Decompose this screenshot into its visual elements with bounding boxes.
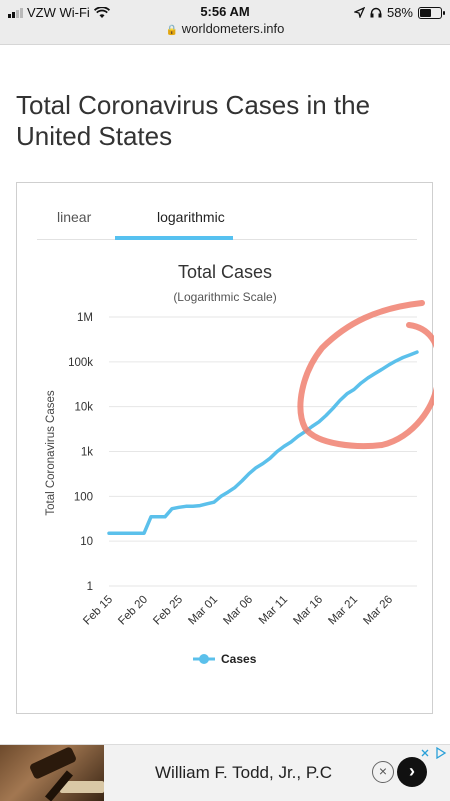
x-tick-label: Feb 15 (81, 594, 115, 628)
y-tick-label: 10k (74, 402, 93, 414)
active-tab-indicator (115, 236, 233, 240)
y-tick-label: 10 (80, 536, 93, 548)
y-axis-title: Total Coronavirus Cases (45, 390, 57, 516)
y-tick-label: 1 (87, 581, 93, 593)
x-tick-label: Feb 20 (116, 594, 150, 628)
status-bar: VZW Wi-Fi 5:56 AM 🔒 worldometers.info 58… (0, 0, 450, 45)
chart-card: linear logarithmic Total Cases (Logarith… (16, 182, 434, 714)
ad-text[interactable]: William F. Todd, Jr., P.C (155, 763, 332, 782)
x-tick-label: Mar 26 (361, 594, 395, 628)
x-axis-ticks: Feb 15 Feb 20 Feb 25 Mar 01 Mar 06 Mar 11 Mar … (81, 594, 395, 628)
headphones-icon (370, 7, 382, 18)
legend-swatch-dot (199, 654, 209, 664)
x-tick-label: Mar 06 (221, 594, 255, 628)
chart-subtitle: (Logarithmic Scale) (173, 290, 276, 304)
tab-linear[interactable]: linear (57, 209, 92, 225)
chart-gridlines (109, 316, 417, 587)
x-tick-label: Mar 16 (291, 594, 325, 628)
page-title: Total Coronavirus Cases in the United St… (16, 90, 371, 151)
y-axis-ticks: 1 10 100 1k 10k 100k 1M (68, 312, 93, 593)
y-tick-label: 100 (74, 491, 93, 503)
battery-icon (418, 6, 445, 19)
battery-percent: 58% (386, 5, 413, 20)
lock-icon: 🔒 (165, 25, 179, 36)
x-tick-label: Mar 21 (326, 594, 360, 628)
series-line-cases[interactable] (107, 350, 419, 536)
ad-banner[interactable]: William F. Todd, Jr., P.C × › (0, 744, 450, 801)
hand-drawn-circle-annotation (297, 300, 434, 450)
series-layer (107, 350, 419, 536)
ad-gavel-image (0, 745, 104, 801)
address-url: worldometers.info (181, 21, 285, 36)
scale-tabs: linear logarithmic (37, 203, 417, 240)
status-right: 58% (353, 5, 445, 20)
status-left: VZW Wi-Fi (8, 5, 110, 20)
location-arrow-icon (353, 7, 365, 18)
tab-logarithmic[interactable]: logarithmic (157, 209, 225, 225)
y-tick-label: 100k (68, 357, 93, 369)
carrier-label: VZW Wi-Fi (27, 5, 90, 20)
y-tick-label: 1M (77, 312, 93, 324)
annotation-stroke (297, 300, 434, 450)
address-bar[interactable]: 🔒 worldometers.info (0, 21, 450, 36)
x-tick-label: Feb 25 (151, 594, 185, 628)
ad-close-icon[interactable]: × (372, 761, 394, 783)
ad-next-icon[interactable]: › (397, 757, 427, 787)
total-cases-chart: Total Cases (Logarithmic Scale) 1 10 100 1k… (45, 262, 434, 666)
wifi-icon (93, 6, 110, 18)
legend-label: Cases (221, 652, 257, 666)
x-tick-label: Mar 01 (186, 594, 220, 628)
adchoices-icon[interactable] (418, 747, 448, 759)
status-time: 5:56 AM (200, 4, 250, 19)
legend[interactable]: Cases (193, 652, 257, 666)
y-tick-label: 1k (81, 447, 93, 459)
signal-icon (8, 7, 23, 18)
chart-title: Total Cases (178, 262, 272, 282)
x-tick-label: Mar 11 (257, 594, 290, 627)
